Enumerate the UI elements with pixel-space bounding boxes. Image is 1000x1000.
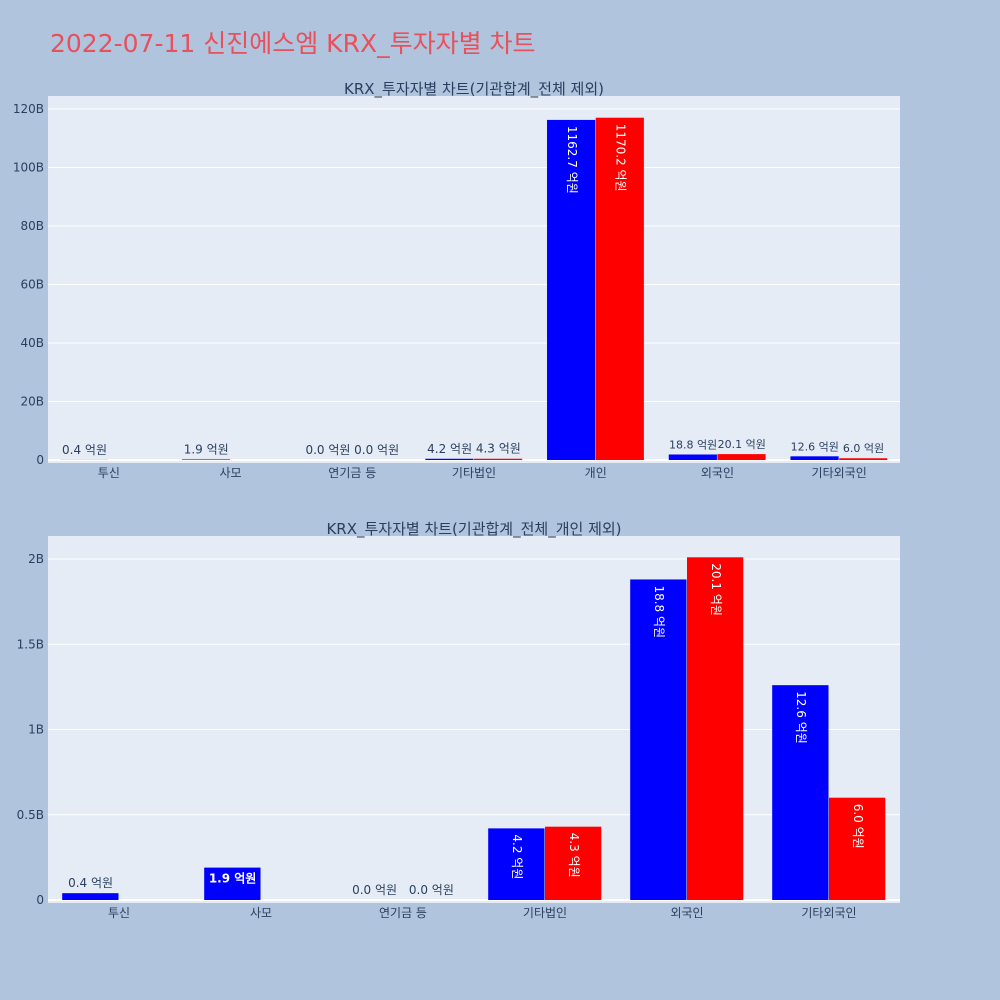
data-label: 18.8 억원 [652, 585, 666, 638]
y-tick-label: 2B [28, 552, 44, 566]
plot-area-1 [48, 96, 900, 463]
x-tick-label: 투신 [98, 466, 120, 480]
data-label: 1162.7 억원 [565, 126, 579, 194]
buy-bar [488, 828, 545, 900]
data-label: 6.0 억원 [851, 804, 865, 849]
x-tick-label: 기타외국인 [812, 466, 867, 480]
y-tick-label: 80B [20, 219, 44, 233]
y-tick-label: 20B [20, 395, 44, 409]
y-tick-label: 0 [36, 453, 44, 467]
sell-bar [687, 557, 744, 900]
x-tick-label: 연기금 등 [328, 466, 376, 480]
y-tick-label: 0 [36, 893, 44, 907]
buy-bar [204, 867, 261, 900]
buy-bar [790, 456, 839, 460]
x-tick-label: 기타법인 [452, 466, 496, 480]
sell-bar [829, 797, 886, 900]
buy-bar [181, 459, 231, 460]
y-tick-label: 120B [13, 102, 44, 116]
buy-bar [668, 454, 717, 460]
sell-bar [545, 826, 602, 900]
data-label: 4.2 억원 [510, 834, 524, 879]
x-tick-label: 기타법인 [523, 906, 567, 920]
x-tick-label: 기타외국인 [801, 906, 856, 920]
sell-bar [839, 458, 888, 460]
data-label: 0.4 억원 [68, 876, 113, 890]
data-label: 4.2 억원 [427, 442, 472, 456]
data-label: 0.0 억원 [305, 443, 350, 457]
x-tick-label: 사모 [220, 466, 242, 480]
data-label: 12.6 억원 [791, 440, 839, 453]
data-label: 1.9 억원 [184, 442, 229, 456]
sell-bar [717, 454, 766, 460]
buy-bar [425, 458, 474, 460]
sell-bar [474, 458, 523, 460]
buy-bar [62, 893, 119, 900]
data-label: 0.0 억원 [354, 443, 399, 457]
x-tick-label: 투신 [108, 906, 130, 920]
y-tick-label: 0.5B [17, 808, 44, 822]
data-label: 20.1 억원 [709, 563, 723, 616]
chart-title-1: KRX_투자자별 차트(기관합계_전체 제외) [344, 80, 604, 99]
page-title: 2022-07-11 신진에스엠 KRX_투자자별 차트 [50, 29, 536, 58]
plot-area-2 [48, 536, 900, 903]
data-label: 20.1 억원 [718, 438, 766, 451]
x-tick-label: 외국인 [701, 466, 734, 480]
y-tick-label: 40B [20, 336, 44, 350]
data-label: 0.0 억원 [352, 883, 397, 897]
data-label: 4.3 억원 [567, 833, 581, 878]
buy-bar [772, 685, 829, 900]
x-tick-label: 개인 [585, 466, 607, 480]
y-tick-label: 60B [20, 278, 44, 292]
data-label: 18.8 억원 [669, 439, 717, 452]
y-tick-label: 1.5B [17, 637, 44, 651]
data-label: 12.6 억원 [794, 691, 808, 744]
y-tick-label: 1B [28, 723, 44, 737]
data-label: 4.3 억원 [476, 442, 521, 456]
data-label: 0.4 억원 [62, 443, 107, 457]
data-label: 0.0 억원 [409, 883, 454, 897]
x-tick-label: 사모 [250, 906, 272, 920]
buy-bar [630, 579, 687, 900]
chart-title-2: KRX_투자자별 차트(기관합계_전체_개인 제외) [326, 520, 621, 539]
data-label: 1.9 억원 [209, 872, 257, 886]
y-tick-label: 100B [13, 161, 44, 175]
data-label: 6.0 억원 [843, 442, 884, 455]
x-tick-label: 외국인 [670, 906, 703, 920]
x-tick-label: 연기금 등 [379, 906, 427, 920]
data-label: 1170.2 억원 [614, 124, 628, 192]
buy-bar [547, 119, 596, 460]
sell-bar [595, 117, 644, 461]
